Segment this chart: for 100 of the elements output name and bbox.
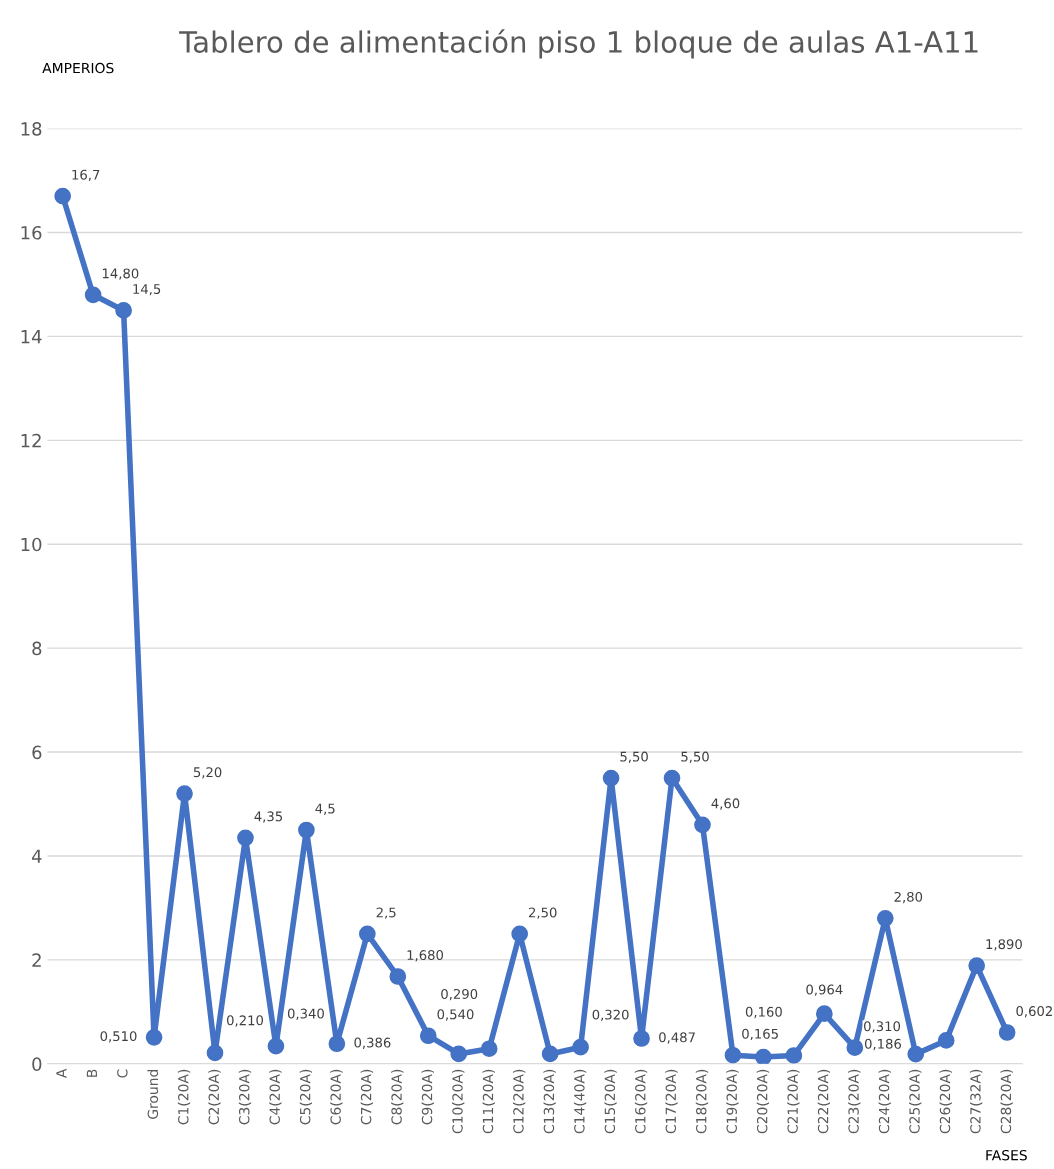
x-tick-label: C9(20A)	[421, 1069, 434, 1125]
x-tick-label: C4(20A)	[269, 1069, 282, 1125]
point	[907, 1045, 925, 1063]
point	[206, 1044, 224, 1062]
point	[54, 187, 71, 205]
point	[298, 821, 315, 839]
x-tick-label: Ground	[147, 1069, 159, 1119]
data-label: 0,165	[742, 1028, 778, 1041]
point	[115, 302, 132, 319]
point	[450, 1045, 468, 1063]
data-label: 5,50	[681, 751, 709, 763]
x-tick-label: C14(40A)	[573, 1069, 587, 1134]
chart-title: Tablero de alimentación piso 1 bloque de aulas A1-A11	[179, 29, 978, 59]
point	[480, 1040, 498, 1058]
data-label: 1,890	[986, 939, 1022, 951]
x-tick-label: C7(20A)	[360, 1069, 373, 1125]
x-tick-label: C17(20A)	[665, 1069, 678, 1134]
data-label: 0,320	[592, 1009, 629, 1021]
x-tick-label: C1(20A)	[177, 1069, 191, 1125]
point	[785, 1047, 803, 1064]
x-tick-label: C27(32A)	[969, 1069, 983, 1134]
data-label: 0,540	[437, 1009, 474, 1021]
data-label: 4,60	[711, 798, 740, 810]
data-label: 16,7	[72, 169, 100, 182]
y-tick-label: 6	[32, 745, 42, 760]
point	[267, 1037, 285, 1055]
point	[145, 1028, 163, 1046]
point	[968, 957, 986, 974]
x-tick-label: C15(20A)	[604, 1069, 617, 1134]
point	[237, 829, 254, 847]
point	[541, 1045, 559, 1063]
point	[724, 1046, 742, 1064]
data-label: 4,35	[254, 811, 283, 823]
x-tick-label: A	[56, 1068, 67, 1079]
data-label: 0,964	[806, 984, 843, 996]
y-tick-label: 14	[21, 330, 42, 344]
x-tick-label: C11(20A)	[482, 1069, 495, 1134]
data-label: 5,20	[193, 767, 222, 779]
x-tick-label: C13(20A)	[543, 1069, 556, 1134]
x-tick-label: C28(20A)	[1000, 1069, 1013, 1134]
data-label: 0,186	[864, 1038, 902, 1051]
data-label: 2,80	[894, 891, 923, 904]
x-tick-label: C25(20A)	[909, 1069, 922, 1134]
y-tick-label: 2	[32, 953, 41, 967]
x-tick-label: C24(20A)	[878, 1069, 891, 1134]
data-label: 1,680	[407, 950, 444, 962]
point	[755, 1048, 772, 1064]
x-tick-label: C2(20A)	[208, 1069, 221, 1125]
y-tick-label: 18	[21, 122, 42, 136]
x-tick-label: C12(20A)	[512, 1069, 526, 1134]
point	[846, 1039, 864, 1057]
point	[694, 816, 711, 834]
x-tick-label: C26(20A)	[939, 1069, 952, 1134]
y-tick-label: 8	[32, 641, 42, 656]
data-label: 0,510	[100, 1031, 137, 1043]
point	[998, 1024, 1016, 1041]
point	[359, 925, 376, 943]
point	[937, 1032, 955, 1049]
y-tick-label: 4	[31, 849, 42, 863]
x-tick-label: C	[117, 1069, 128, 1078]
x-tick-label: C6(20A)	[330, 1069, 343, 1125]
y-tick-label: 0	[32, 1057, 42, 1071]
point	[663, 769, 681, 787]
data-label: 0,386	[354, 1037, 391, 1049]
data-label: 2,50	[528, 907, 557, 919]
data-label: 0,290	[441, 988, 478, 1001]
data-label: 0,340	[287, 1008, 324, 1020]
data-label: 5,50	[620, 751, 648, 763]
x-tick-label: C22(20A)	[817, 1069, 831, 1134]
x-tick-label: B	[86, 1069, 97, 1077]
x-tick-label: C3(20A)	[238, 1069, 252, 1125]
y-tick-label: 12	[21, 433, 41, 448]
point	[328, 1035, 346, 1053]
data-label: 0,210	[226, 1015, 264, 1027]
point	[633, 1030, 650, 1047]
x-tick-label: C8(20A)	[391, 1069, 404, 1125]
y-tick-label: 16	[21, 225, 42, 240]
data-label: 4,5	[315, 803, 335, 815]
point	[602, 769, 620, 787]
data-label: 0,310	[864, 1021, 901, 1033]
data-label: 14,5	[133, 284, 161, 296]
x-tick-label: C10(20A)	[452, 1069, 465, 1134]
data-label: 14,80	[102, 268, 139, 280]
x-tick-label: C21(20A)	[787, 1069, 800, 1134]
point	[419, 1027, 437, 1045]
y-tick-label: 10	[21, 537, 42, 552]
x-tick-label: C19(20A)	[726, 1069, 739, 1134]
x-tick-label: C5(20A)	[299, 1069, 313, 1125]
data-label: 0,160	[745, 1006, 782, 1019]
x-tick-label: C23(20A)	[848, 1069, 861, 1134]
point	[389, 968, 407, 985]
point	[876, 909, 894, 927]
x-tick-label: C18(20A)	[695, 1069, 709, 1134]
x-axis-title: FASES	[986, 1149, 1027, 1161]
point	[572, 1038, 589, 1056]
data-label: 0,602	[1016, 1006, 1052, 1018]
x-tick-label: C16(20A)	[634, 1069, 648, 1134]
data-label: 0,487	[659, 1032, 695, 1044]
x-tick-label: C20(20A)	[756, 1069, 770, 1134]
point	[816, 1005, 833, 1023]
